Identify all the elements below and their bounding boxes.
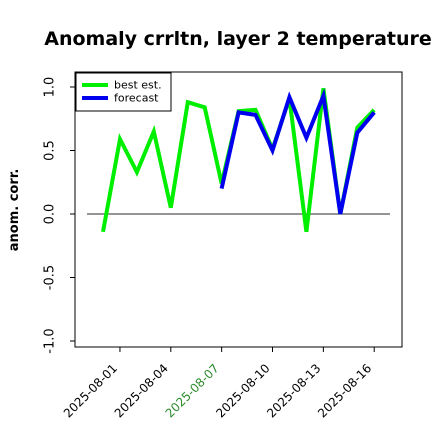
plot-frame: [74, 71, 403, 348]
y-tick-label: -1.0: [43, 328, 58, 353]
y-axis-label: anom. corr.: [7, 169, 22, 252]
x-tick-label: 2025-08-01: [61, 361, 120, 420]
forecast-line: [219, 88, 376, 215]
y-tick-label: 1.0: [43, 77, 58, 98]
x-tick-label: 2025-08-10: [213, 361, 272, 420]
y-tick-label: 0.0: [43, 204, 58, 225]
legend-label: best est.: [114, 79, 162, 92]
x-tick-label: 2025-08-13: [264, 361, 323, 420]
legend-label: forecast: [114, 92, 159, 105]
x-tick-label: 2025-08-16: [315, 361, 374, 420]
y-tick-label: 0.5: [43, 140, 58, 161]
x-tick-label: 2025-08-07: [163, 361, 222, 420]
legend-box: [75, 72, 172, 112]
x-tick-label: 2025-08-04: [112, 361, 171, 420]
chart-title: Anomaly crrltn, layer 2 temperature: [44, 28, 432, 50]
y-tick-label: -0.5: [43, 265, 58, 290]
plot-area: -1.0-0.50.00.51.02025-08-012025-08-04202…: [43, 71, 403, 420]
